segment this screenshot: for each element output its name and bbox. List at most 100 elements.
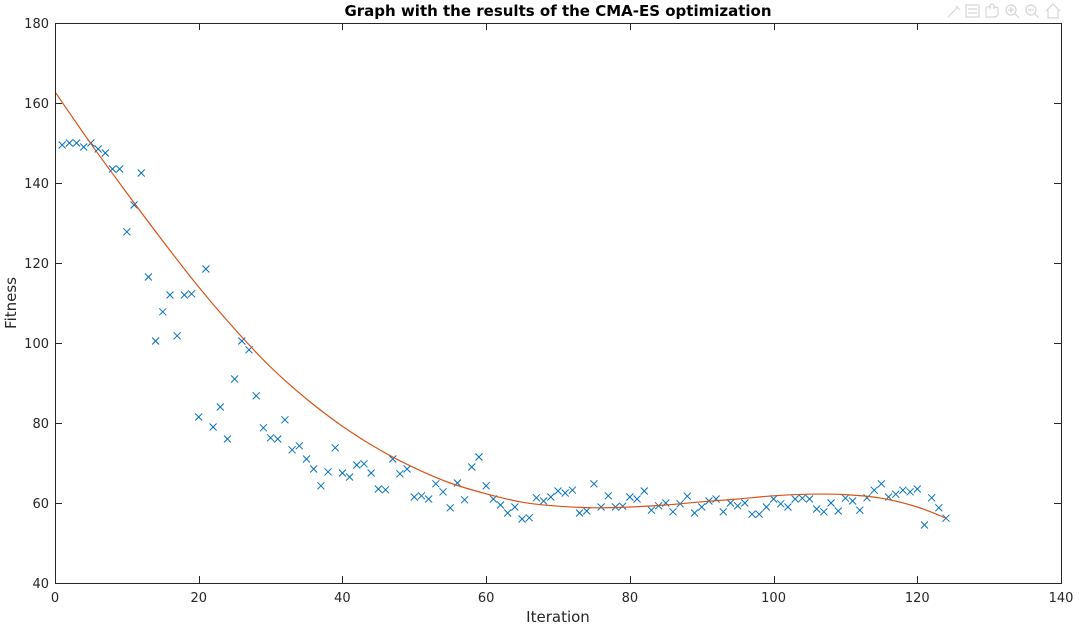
data-point [870,486,879,495]
data-point [410,493,419,501]
data-point [288,445,296,454]
data-point [726,499,735,507]
data-point [194,413,203,421]
data-point [647,506,656,515]
data-point [740,499,749,507]
x-axis-label: Iteration [526,608,590,626]
data-point [230,375,239,383]
data-point [446,503,455,512]
brush-icon[interactable] [947,5,961,18]
data-point [877,479,886,488]
axes-box [55,23,1062,584]
data-point [503,509,512,517]
y-tick-label: 80 [32,417,49,432]
data-point [913,485,922,493]
data-point [546,493,555,501]
x-axis: 0 20 40 60 80 100 120 140 [51,23,1074,606]
data-point [295,441,304,450]
data-point [360,459,368,468]
data-point [58,141,67,149]
data-point [927,493,936,502]
data-point [281,415,289,424]
data-point [144,273,153,281]
data-point [820,507,828,516]
data-point [590,479,598,488]
data-point [812,505,821,513]
data-point [130,201,138,209]
data-point [381,485,390,494]
data-point [575,509,584,517]
chart-title: Graph with the results of the CMA-ES opt… [344,2,771,20]
data-point [79,143,88,151]
y-tick-label: 60 [32,497,49,512]
y-tick-label: 180 [24,17,49,32]
data-point [187,289,196,298]
zoom-in-icon[interactable] [1005,4,1020,19]
home-icon[interactable] [1045,3,1061,19]
data-point [115,165,124,173]
data-point [374,485,383,493]
data-point [266,433,275,442]
data-point [460,495,469,504]
data-point [403,465,411,473]
data-point [482,481,490,490]
data-point [302,455,311,463]
data-point [848,497,857,505]
data-point [891,490,900,499]
data-point [424,495,433,503]
data-point [604,491,613,500]
y-tick-label: 100 [24,337,49,352]
data-point [65,139,74,147]
data-point [934,503,943,512]
fit-curve [55,91,947,519]
data-point [762,503,771,511]
data-point [467,463,476,471]
data-point [719,507,728,516]
data-point [345,473,354,481]
data-point [748,510,756,519]
data-point [640,487,649,495]
data-point [396,469,404,478]
data-point [475,453,483,461]
series-layer [55,91,950,529]
x-tick-label: 60 [478,591,495,606]
data-point [776,499,785,508]
data-point [216,403,225,411]
data-point [273,435,282,443]
data-point [317,481,325,490]
data-point [690,509,699,517]
data-point [202,265,210,273]
data-point [496,501,505,509]
data-point [101,149,110,157]
data-point [582,507,591,515]
x-tick-label: 80 [622,591,639,606]
data-point [539,497,548,505]
data-point [209,423,217,431]
data-point [841,494,850,503]
data-point [561,489,570,497]
data-point [769,495,778,503]
data-cursor-icon[interactable] [965,4,980,18]
axes-background [55,23,1061,583]
x-tick-label: 140 [1049,591,1074,606]
pan-icon[interactable] [985,3,999,18]
data-point [180,291,189,299]
data-point [532,493,541,502]
data-point [805,495,814,503]
data-point [798,494,807,503]
x-tick-label: 20 [190,591,207,606]
data-point [417,491,426,500]
data-point [755,510,764,519]
data-point [626,493,634,501]
data-point [352,461,361,469]
data-point [633,495,641,503]
x-tick-label: 40 [334,591,351,606]
zoom-out-icon[interactable] [1025,4,1040,19]
data-point [388,455,397,463]
y-axis: 40 60 80 100 120 140 160 180 [24,17,1061,592]
data-point [158,307,167,316]
y-tick-label: 160 [24,97,49,112]
data-point [697,503,706,511]
data-point [324,467,332,476]
